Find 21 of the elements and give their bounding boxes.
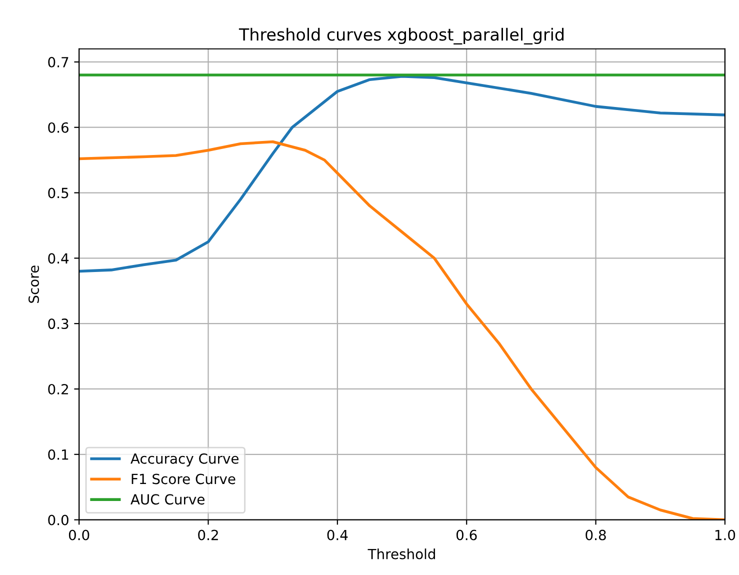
x-tick-label: 0.2	[198, 530, 218, 540]
y-tick-label: 0.2	[48, 384, 68, 394]
y-tick-label: 0.1	[48, 449, 68, 460]
y-tick-label: 0.6	[48, 122, 68, 133]
legend-label: F1 Score Curve	[132, 474, 236, 484]
x-tick-label: 0.0	[68, 530, 90, 540]
x-axis-title: Threshold	[368, 548, 435, 560]
y-tick-label: 0.7	[48, 56, 68, 68]
legend-label: Accuracy Curve	[130, 453, 239, 467]
x-tick-label: 0.8	[586, 530, 606, 540]
chart-title: Threshold curves xgboost_parallel_grid	[238, 28, 564, 44]
line-series	[79, 74, 725, 273]
legend-label: AUC Curve	[130, 494, 204, 505]
y-axis-title: Score	[28, 266, 40, 303]
y-tick-label: 0.4	[48, 253, 69, 264]
y-tick-label: 0.5	[48, 188, 68, 198]
y-tick-label: 0.3	[48, 318, 68, 330]
x-tick-label: 0.6	[456, 530, 477, 540]
x-tick-label: 0.4	[327, 530, 348, 540]
y-tick-label: 0.0	[48, 514, 68, 526]
x-tick-label: 1.0	[715, 530, 736, 540]
